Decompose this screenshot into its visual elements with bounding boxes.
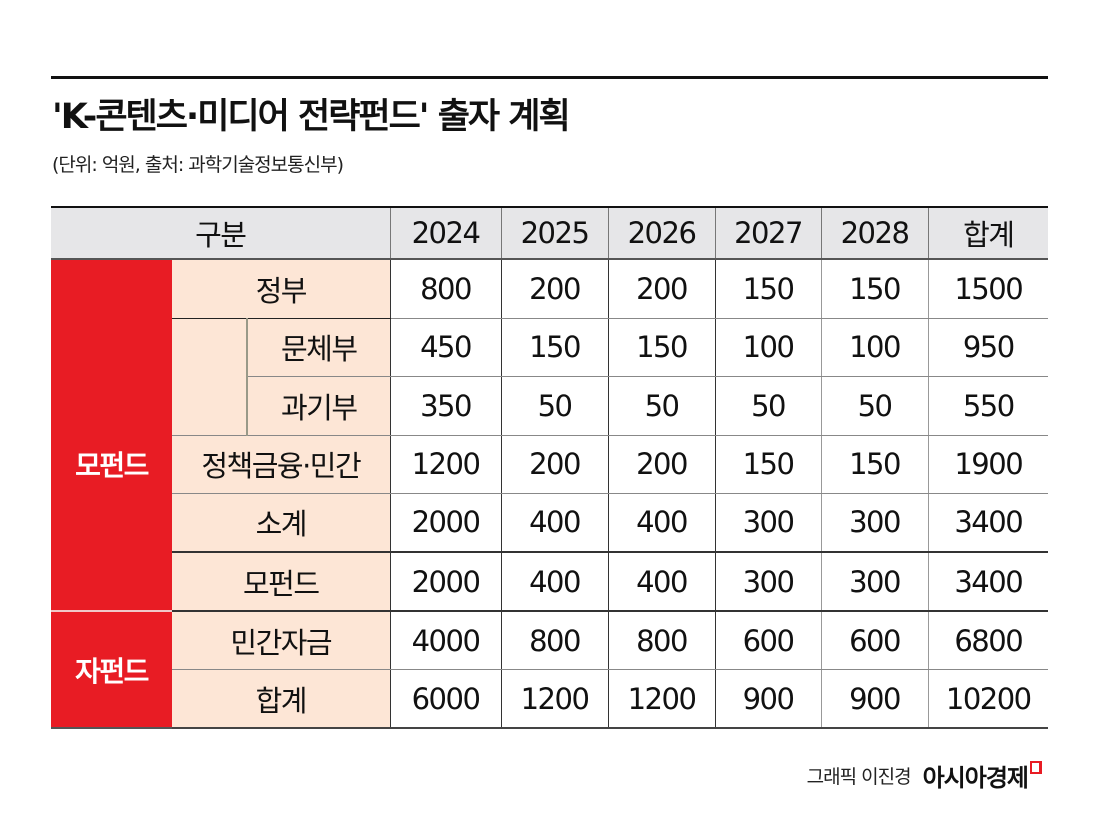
- cell: 900: [714, 669, 822, 729]
- row-label: 소계: [172, 493, 391, 553]
- row-label: 민간자금: [172, 611, 391, 670]
- cell: 50: [607, 376, 716, 436]
- subtitle-unit-source: (단위: 억원, 출처: 과학기술정보통신부): [52, 154, 344, 176]
- cell: 600: [820, 611, 929, 670]
- cell: 450: [389, 318, 502, 377]
- cell: 6800: [927, 611, 1049, 670]
- top-rule: [51, 76, 1048, 79]
- table-row: 모펀드 2000 400 400 300 300 3400: [51, 552, 1049, 612]
- group-label-text: 모펀드: [75, 449, 149, 482]
- cell: 300: [820, 493, 929, 553]
- cell: 150: [714, 259, 822, 319]
- brand-mark-icon: [1030, 761, 1042, 774]
- cell: 200: [500, 259, 609, 319]
- cell: 2000: [389, 493, 502, 553]
- group-label-mother-fund: 모펀드: [51, 259, 172, 612]
- cell: 4000: [389, 611, 502, 670]
- table-row: 모펀드 정부 800 200 200 150 150 1500: [51, 259, 1049, 612]
- page-title: 'K-콘텐츠·미디어 전략펀드' 출자 계획: [52, 97, 571, 137]
- cell: 3400: [927, 552, 1049, 612]
- row-label: 모펀드: [172, 552, 391, 612]
- cell: 150: [714, 435, 822, 494]
- cell: 350: [389, 376, 502, 436]
- column-header-2024: 2024: [389, 206, 502, 260]
- brand-logo: 아시아경제: [923, 758, 1042, 793]
- funding-plan-table: 구분 2024 2025 2026 2027 2028 합계 모펀드 정부 80…: [51, 206, 1049, 729]
- cell: 150: [820, 435, 929, 494]
- cell: 200: [607, 259, 716, 319]
- cell: 150: [820, 259, 929, 319]
- cell: 400: [607, 493, 716, 553]
- cell: 1500: [927, 259, 1049, 319]
- cell: 550: [927, 376, 1049, 436]
- cell: 1200: [607, 669, 716, 729]
- table-row: 소계 2000 400 400 300 300 3400: [51, 493, 1049, 553]
- cell: 900: [820, 669, 929, 729]
- cell: 50: [500, 376, 609, 436]
- cell: 600: [714, 611, 822, 670]
- row-label: 정책금융·민간: [172, 435, 391, 494]
- table-row: 문체부 450 150 150 100 100 950: [51, 318, 1049, 436]
- column-header-2026: 2026: [607, 206, 716, 260]
- cell: 150: [500, 318, 609, 377]
- table-row: 과기부 350 50 50 50 50 550: [51, 376, 1049, 436]
- header-row: 구분 2024 2025 2026 2027 2028 합계: [51, 206, 1049, 260]
- cell: 800: [500, 611, 609, 670]
- group-label-sub-fund: 자펀드: [51, 611, 172, 729]
- cell: 400: [607, 552, 716, 612]
- row-label: 합계: [172, 669, 391, 729]
- cell: 1200: [389, 435, 502, 494]
- cell: 300: [714, 552, 822, 612]
- column-header-total: 합계: [927, 206, 1049, 260]
- graphic-credit: 그래픽 이진경: [806, 766, 912, 788]
- cell: 100: [820, 318, 929, 377]
- cell: 400: [500, 552, 609, 612]
- cell: 2000: [389, 552, 502, 612]
- table-row: 합계 6000 1200 1200 900 900 10200: [51, 669, 1049, 729]
- column-header-2027: 2027: [714, 206, 822, 260]
- cell: 50: [820, 376, 929, 436]
- cell: 3400: [927, 493, 1049, 553]
- column-header-category: 구분: [51, 206, 391, 260]
- table-row: 정책금융·민간 1200 200 200 150 150 1900: [51, 435, 1049, 494]
- cell: 1900: [927, 435, 1049, 494]
- cell: 950: [927, 318, 1049, 377]
- brand-name: 아시아경제: [922, 764, 1029, 792]
- cell: 800: [389, 259, 502, 319]
- footer-credit: 그래픽 이진경 아시아경제: [807, 758, 1042, 793]
- cell: 200: [607, 435, 716, 494]
- group-label-text: 자펀드: [75, 654, 149, 688]
- column-header-2025: 2025: [500, 206, 609, 260]
- cell: 150: [607, 318, 716, 377]
- row-label: 과기부: [245, 376, 391, 436]
- cell: 800: [607, 611, 716, 670]
- indent-spacer: [172, 318, 247, 436]
- cell: 200: [500, 435, 609, 494]
- table-row: 자펀드 민간자금 4000 800 800 600 600 6800: [51, 611, 1049, 729]
- cell: 300: [820, 552, 929, 612]
- cell: 100: [714, 318, 822, 377]
- cell: 400: [500, 493, 609, 553]
- cell: 10200: [927, 669, 1049, 729]
- cell: 1200: [500, 669, 609, 729]
- cell: 300: [714, 493, 822, 553]
- cell: 6000: [389, 669, 502, 729]
- row-label: 정부: [172, 259, 391, 319]
- row-label: 문체부: [245, 318, 391, 377]
- column-header-2028: 2028: [820, 206, 929, 260]
- cell: 50: [714, 376, 822, 436]
